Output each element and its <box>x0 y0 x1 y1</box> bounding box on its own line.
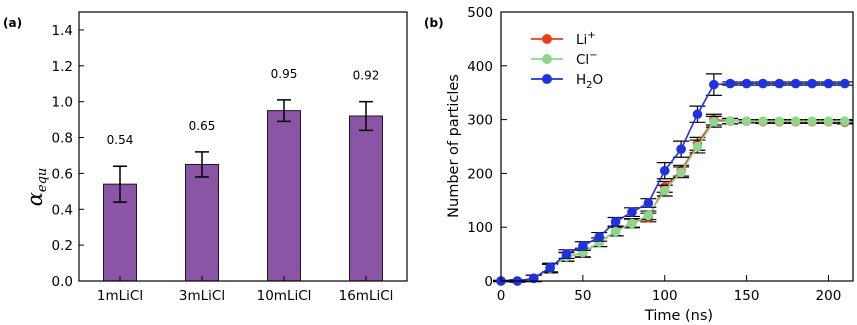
panel-b-data-point <box>545 262 555 273</box>
panel-b-legend-label-base: H <box>576 72 586 88</box>
panel-b-data-point <box>594 232 605 242</box>
panel-b-data-point <box>627 207 637 217</box>
panel-b-y-tick-label: 400 <box>467 59 493 75</box>
panel-b-data-point <box>709 116 719 127</box>
panel-b-data-point <box>676 167 686 178</box>
panel-b-data-point <box>725 116 736 127</box>
panel-b-data-point <box>627 218 637 229</box>
panel-b-y-tick-label: 200 <box>467 166 493 182</box>
panel-a-label: (a) <box>3 16 22 30</box>
panel-b-data-point <box>807 116 817 127</box>
panel-a-y-tick-label: 1.0 <box>52 95 73 111</box>
panel-b-series-1 <box>493 115 853 286</box>
panel-b-legend-label: H2O <box>576 72 603 91</box>
panel-a-y-tick-label: 1.2 <box>52 59 73 75</box>
panel-b-legend-marker <box>542 54 552 64</box>
panel-b-data-point <box>528 273 539 284</box>
panel-b-x-tick-label: 50 <box>574 288 591 304</box>
panel-b-legend-label-subscript: 2 <box>586 80 592 91</box>
panel-b-data-point <box>774 78 785 89</box>
panel-b-data-point <box>790 116 801 127</box>
panel-b-y-tick-label: 500 <box>467 5 493 21</box>
panel-a-x-tick-label: 16mLiCl <box>339 288 394 304</box>
panel-b-x-axis-label: Time (ns) <box>644 308 713 324</box>
panel-b-legend-label-tail: O <box>593 72 604 88</box>
panel-b-data-point <box>709 79 719 90</box>
svg-text:αequ: αequ <box>23 168 50 207</box>
panel-b-x-tick-label: 150 <box>734 288 760 304</box>
panel-b-series-0 <box>493 113 853 286</box>
panel-b-data-point <box>840 78 850 89</box>
panel-a-y-tick-label: 0.2 <box>52 238 73 254</box>
panel-a-y-tick-label: 0.4 <box>52 202 73 218</box>
panel-b-line-chart: (b) Number of particles Time (ns) 010020… <box>424 5 854 324</box>
panel-b-data-point <box>840 116 850 127</box>
panel-a-y-axis-symbol: α <box>23 192 47 206</box>
panel-b-data-point <box>823 78 834 89</box>
panel-b-x-tick-label: 0 <box>497 288 506 304</box>
panel-a-value-label: 0.65 <box>189 119 216 133</box>
panel-a-y-axis-subscript: equ <box>35 168 50 192</box>
panel-b-legend-label-base: Cl <box>576 52 589 68</box>
panel-b-data-point <box>758 116 768 127</box>
panel-b-data-point <box>561 249 572 259</box>
panel-a-bar <box>267 110 301 282</box>
panel-b-legend-label-superscript: + <box>587 30 595 41</box>
panel-a-plot-frame <box>78 11 408 282</box>
panel-b-series-line <box>501 120 845 282</box>
panel-a-x-tick-label: 3mLiCl <box>179 288 225 304</box>
panel-b-data-point <box>725 78 736 89</box>
panel-b-data-point <box>676 144 686 154</box>
panel-b-data-point <box>692 141 703 152</box>
panel-b-data-point <box>741 116 752 127</box>
panel-b-data-point <box>692 109 703 120</box>
panel-b-data-point <box>758 78 768 89</box>
panel-a-y-tick-label: 1.4 <box>52 23 73 39</box>
panel-a-bar <box>349 115 383 282</box>
panel-b-data-point <box>643 198 654 208</box>
panel-b-data-point <box>823 116 834 127</box>
panel-a-value-label: 0.54 <box>107 133 134 147</box>
panel-b-series-line <box>501 118 845 282</box>
panel-b-legend-marker <box>542 74 552 84</box>
panel-b-legend-marker <box>542 34 552 44</box>
panel-b-series-line <box>501 82 845 282</box>
panel-b-data-point <box>774 116 785 127</box>
panel-b-data-point <box>578 241 588 251</box>
panel-a-bar <box>185 163 219 282</box>
panel-b-data-point <box>659 185 670 196</box>
panel-b-y-axis-label: Number of particles <box>446 74 462 218</box>
panel-b-y-tick-label: 300 <box>467 113 493 129</box>
panel-a-y-axis-label: αequ <box>23 168 50 207</box>
panel-b-y-tick-label: 100 <box>467 220 493 236</box>
panel-b-data-point <box>790 78 801 89</box>
panel-b-x-tick-label: 200 <box>816 288 842 304</box>
panel-b-legend-label-superscript: − <box>589 50 597 61</box>
panel-b-label: (b) <box>424 16 444 30</box>
panel-b-data-point <box>610 226 621 237</box>
panel-a-y-tick-label: 0.0 <box>52 274 73 290</box>
panel-a-y-tick-label: 0.8 <box>52 131 73 147</box>
panel-a-x-tick-label: 1mLiCl <box>97 288 143 304</box>
panel-b-legend-label: Cl− <box>576 50 598 68</box>
panel-b-legend-label-base: Li <box>576 32 587 48</box>
panel-b-data-point <box>610 217 621 227</box>
panel-b-data-point <box>643 210 654 221</box>
panel-b-data-point <box>741 78 752 89</box>
panel-a-y-tick-label: 0.6 <box>52 166 73 182</box>
panel-a-value-label: 0.92 <box>353 69 380 83</box>
panel-b-data-point <box>659 165 670 176</box>
panel-b-legend: Li+Cl−H2O <box>531 30 603 91</box>
panel-a-x-tick-label: 10mLiCl <box>257 288 312 304</box>
panel-b-legend-label: Li+ <box>576 30 596 48</box>
panel-b-x-tick-label: 100 <box>652 288 678 304</box>
panel-a-bar-chart: (a) αequ 0.0 0.2 0.4 0.6 0.8 1.0 1.2 1.4 0.54 0.… <box>3 11 408 304</box>
panel-a-value-label: 0.95 <box>271 67 298 81</box>
panel-b-series-2 <box>493 73 853 286</box>
panel-b-data-point <box>807 78 817 89</box>
panel-b-plot-frame <box>500 11 854 282</box>
panel-b-y-tick-label: 0 <box>484 274 493 290</box>
